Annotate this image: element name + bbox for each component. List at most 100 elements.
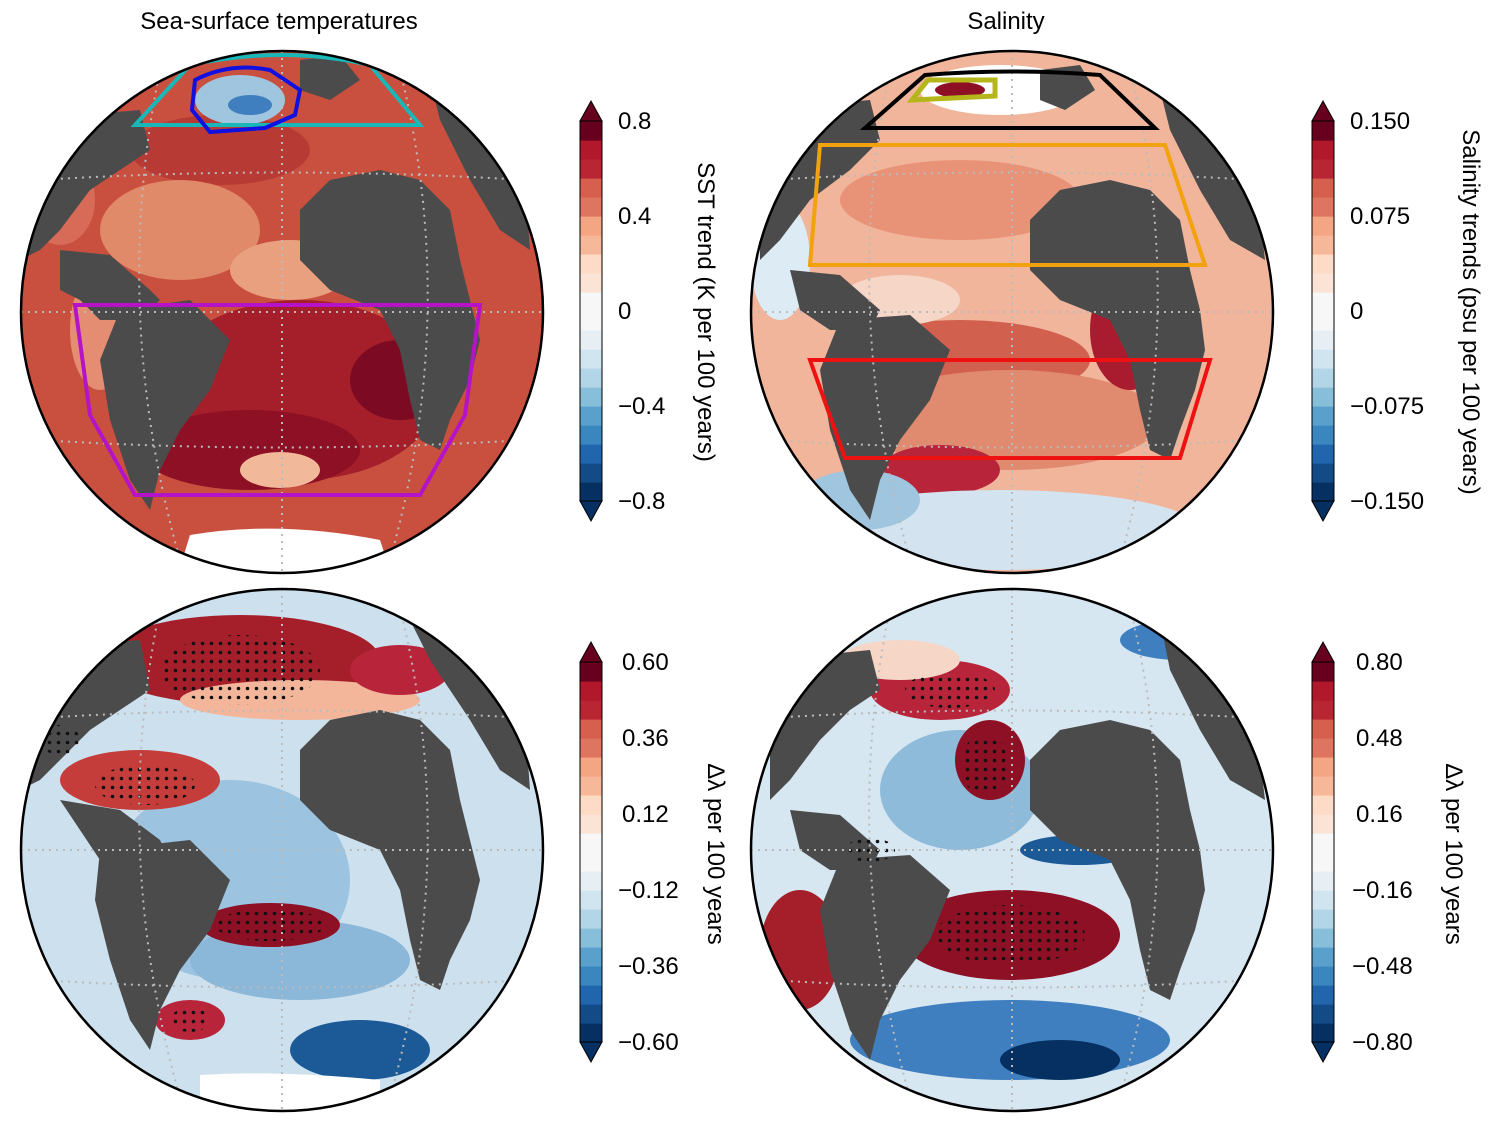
colorbar-segment — [580, 406, 602, 426]
tick-label: −0.12 — [618, 877, 679, 904]
colorbar-segment — [1312, 254, 1334, 274]
colorbar-segment — [1312, 1004, 1334, 1024]
colorbar-segment — [580, 928, 602, 948]
colorbar-segment — [580, 444, 602, 464]
colorbar-segment — [580, 833, 602, 853]
colorbar-label-dl-sst: Δλ per 100 years — [702, 763, 729, 945]
colorbar-segment — [1312, 795, 1334, 815]
tick-label: −0.60 — [618, 1029, 679, 1056]
tick-label: 0.12 — [622, 801, 669, 828]
colorbar-extend-max — [579, 99, 603, 122]
tick-label: −0.4 — [618, 393, 666, 420]
colorbar-frame — [579, 120, 603, 502]
tick-label: 0.8 — [618, 108, 652, 135]
colorbar-sst — [579, 99, 603, 523]
colorbar-segment — [580, 719, 602, 739]
colorbar-label-dl-salinity: Δλ per 100 years — [1440, 763, 1467, 945]
colorbar-segment — [1312, 406, 1334, 426]
tick-label: 0.80 — [1356, 649, 1403, 676]
colorbar-segment — [1312, 833, 1334, 853]
tick-label: −0.150 — [1350, 488, 1425, 515]
colorbar-segment — [580, 890, 602, 910]
colorbar-segment — [580, 216, 602, 236]
tick-label: −0.48 — [1352, 953, 1413, 980]
colorbar-segment — [580, 140, 602, 160]
tick-label: 0.16 — [1356, 801, 1403, 828]
colorbar-segment — [1312, 757, 1334, 777]
title-salinity: Salinity — [967, 8, 1045, 35]
tick-label: 0.36 — [622, 725, 669, 752]
colorbar-segment — [1312, 292, 1334, 312]
colorbar-segment — [1312, 966, 1334, 986]
colorbar-extend-max — [1311, 640, 1335, 663]
colorbar-segment — [580, 368, 602, 388]
tick-label: −0.8 — [618, 488, 666, 515]
colorbar-segment — [580, 871, 602, 891]
colorbar-segment — [1312, 368, 1334, 388]
colorbar-segment — [580, 235, 602, 255]
colorbar-segment — [580, 814, 602, 834]
colorbar-segment — [1312, 349, 1334, 369]
colorbar-segment — [1312, 387, 1334, 407]
colorbar-segment — [580, 349, 602, 369]
colorbar-segment — [580, 966, 602, 986]
colorbar-frame — [579, 661, 603, 1043]
colorbar-segment — [1312, 985, 1334, 1005]
tick-label: 0.075 — [1350, 203, 1411, 230]
colorbar-segment — [580, 178, 602, 198]
colorbar-segment — [1312, 890, 1334, 910]
colorbar-segment — [580, 463, 602, 483]
colorbar-segment — [580, 311, 602, 331]
colorbar-segment — [580, 121, 602, 141]
colorbar-segment — [1312, 235, 1334, 255]
colorbar-segment — [580, 757, 602, 777]
colorbar-segment — [1312, 178, 1334, 198]
colorbar-segment — [1312, 852, 1334, 872]
colorbar-segment — [580, 273, 602, 293]
colorbar-segment — [1312, 444, 1334, 464]
tick-label: 0.4 — [618, 203, 652, 230]
tick-label: 0 — [618, 298, 632, 325]
colorbar-label-salinity: Salinity trends (psu per 100 years) — [1457, 129, 1484, 495]
colorbar-segment — [1312, 197, 1334, 217]
tick-label: −0.36 — [618, 953, 679, 980]
colorbar-segment — [1312, 273, 1334, 293]
colorbar-segment — [580, 852, 602, 872]
colorbar-segment — [1312, 871, 1334, 891]
colorbar-label-sst: SST trend (K per 100 years) — [692, 162, 719, 462]
colorbar-segment — [1312, 482, 1334, 502]
colorbar-extend-max — [1311, 99, 1335, 122]
colorbar-extend-min — [579, 500, 603, 523]
colorbar-segment — [580, 330, 602, 350]
colorbar-segment — [1312, 700, 1334, 720]
tick-label: −0.80 — [1352, 1029, 1413, 1056]
colorbar-segment — [1312, 425, 1334, 445]
globe-sst-trend — [19, 49, 545, 575]
colorbar-segment — [580, 662, 602, 682]
colorbar-extend-min — [1311, 500, 1335, 523]
colorbar-segment — [1312, 159, 1334, 179]
colorbar-segment — [1312, 719, 1334, 739]
colorbar-segment — [1312, 928, 1334, 948]
colorbar-salinity — [1311, 99, 1335, 523]
colorbar-segment — [1312, 463, 1334, 483]
colorbar-segment — [1312, 738, 1334, 758]
colorbar-segment — [580, 159, 602, 179]
colorbar-segment — [1312, 662, 1334, 682]
tick-label: 0.150 — [1350, 108, 1411, 135]
colorbar-frame — [1311, 661, 1335, 1043]
tick-label: 0 — [1350, 298, 1364, 325]
colorbar-segment — [580, 700, 602, 720]
colorbar-segment — [1312, 121, 1334, 141]
colorbar-segment — [580, 947, 602, 967]
colorbar-segment — [580, 292, 602, 312]
colorbar-segment — [580, 795, 602, 815]
globe-dl-salinity — [749, 587, 1275, 1113]
colorbar-segment — [1312, 216, 1334, 236]
colorbar-segment — [580, 387, 602, 407]
tick-label: −0.075 — [1350, 393, 1425, 420]
colorbar-dl-sst — [579, 640, 603, 1064]
colorbar-segment — [1312, 1023, 1334, 1043]
colorbar-extend-max — [579, 640, 603, 663]
